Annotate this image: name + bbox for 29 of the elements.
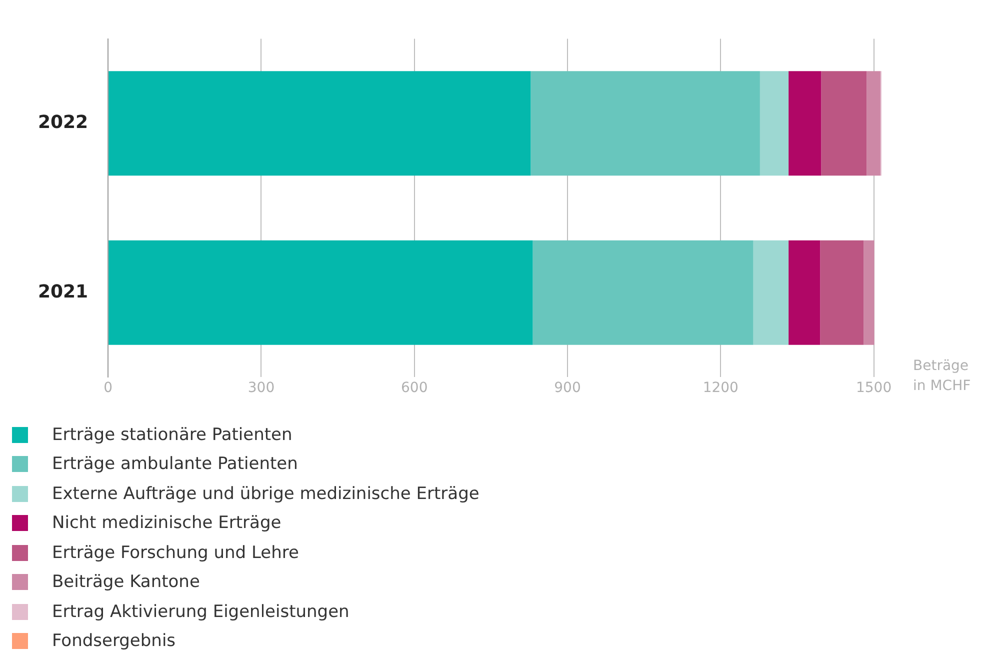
bar (753, 240, 789, 345)
legend-label: Erträge stationäre Patienten (52, 424, 292, 445)
bar (820, 240, 864, 345)
x-tick-label: 300 (248, 380, 275, 396)
x-tick-label: 600 (401, 380, 428, 396)
legend-label: Externe Aufträge und übrige medizinische Erträge (52, 484, 480, 504)
bar (788, 71, 822, 176)
x-tick-label: 0 (104, 380, 113, 396)
bar (760, 71, 789, 176)
legend-label: Nicht medizinische Erträge (52, 513, 282, 534)
legend-label: Fondsergebnis (52, 631, 176, 652)
y-tick-label: 2022 (38, 112, 88, 134)
legend-label: Erträge ambulante Patienten (52, 454, 298, 474)
y-tick-label: 2021 (38, 281, 88, 302)
x-axis-title: Beträge in MCHF (913, 357, 972, 396)
bar (532, 240, 754, 345)
bar (108, 71, 531, 176)
bar (530, 71, 760, 176)
bar (788, 240, 820, 345)
legend-label: Beiträge Kantone (52, 572, 200, 592)
bar (866, 71, 880, 176)
legend-label: Erträge Forschung und Lehre (52, 542, 299, 563)
x-tick-label: 900 (554, 380, 581, 396)
x-tick-label: 1500 (856, 380, 892, 396)
x-tick-label: 1200 (702, 380, 738, 396)
bar (864, 240, 874, 345)
bar (108, 240, 533, 345)
bar (821, 71, 867, 176)
legend-label: Ertrag Aktivierung Eigenleistungen (52, 602, 350, 622)
